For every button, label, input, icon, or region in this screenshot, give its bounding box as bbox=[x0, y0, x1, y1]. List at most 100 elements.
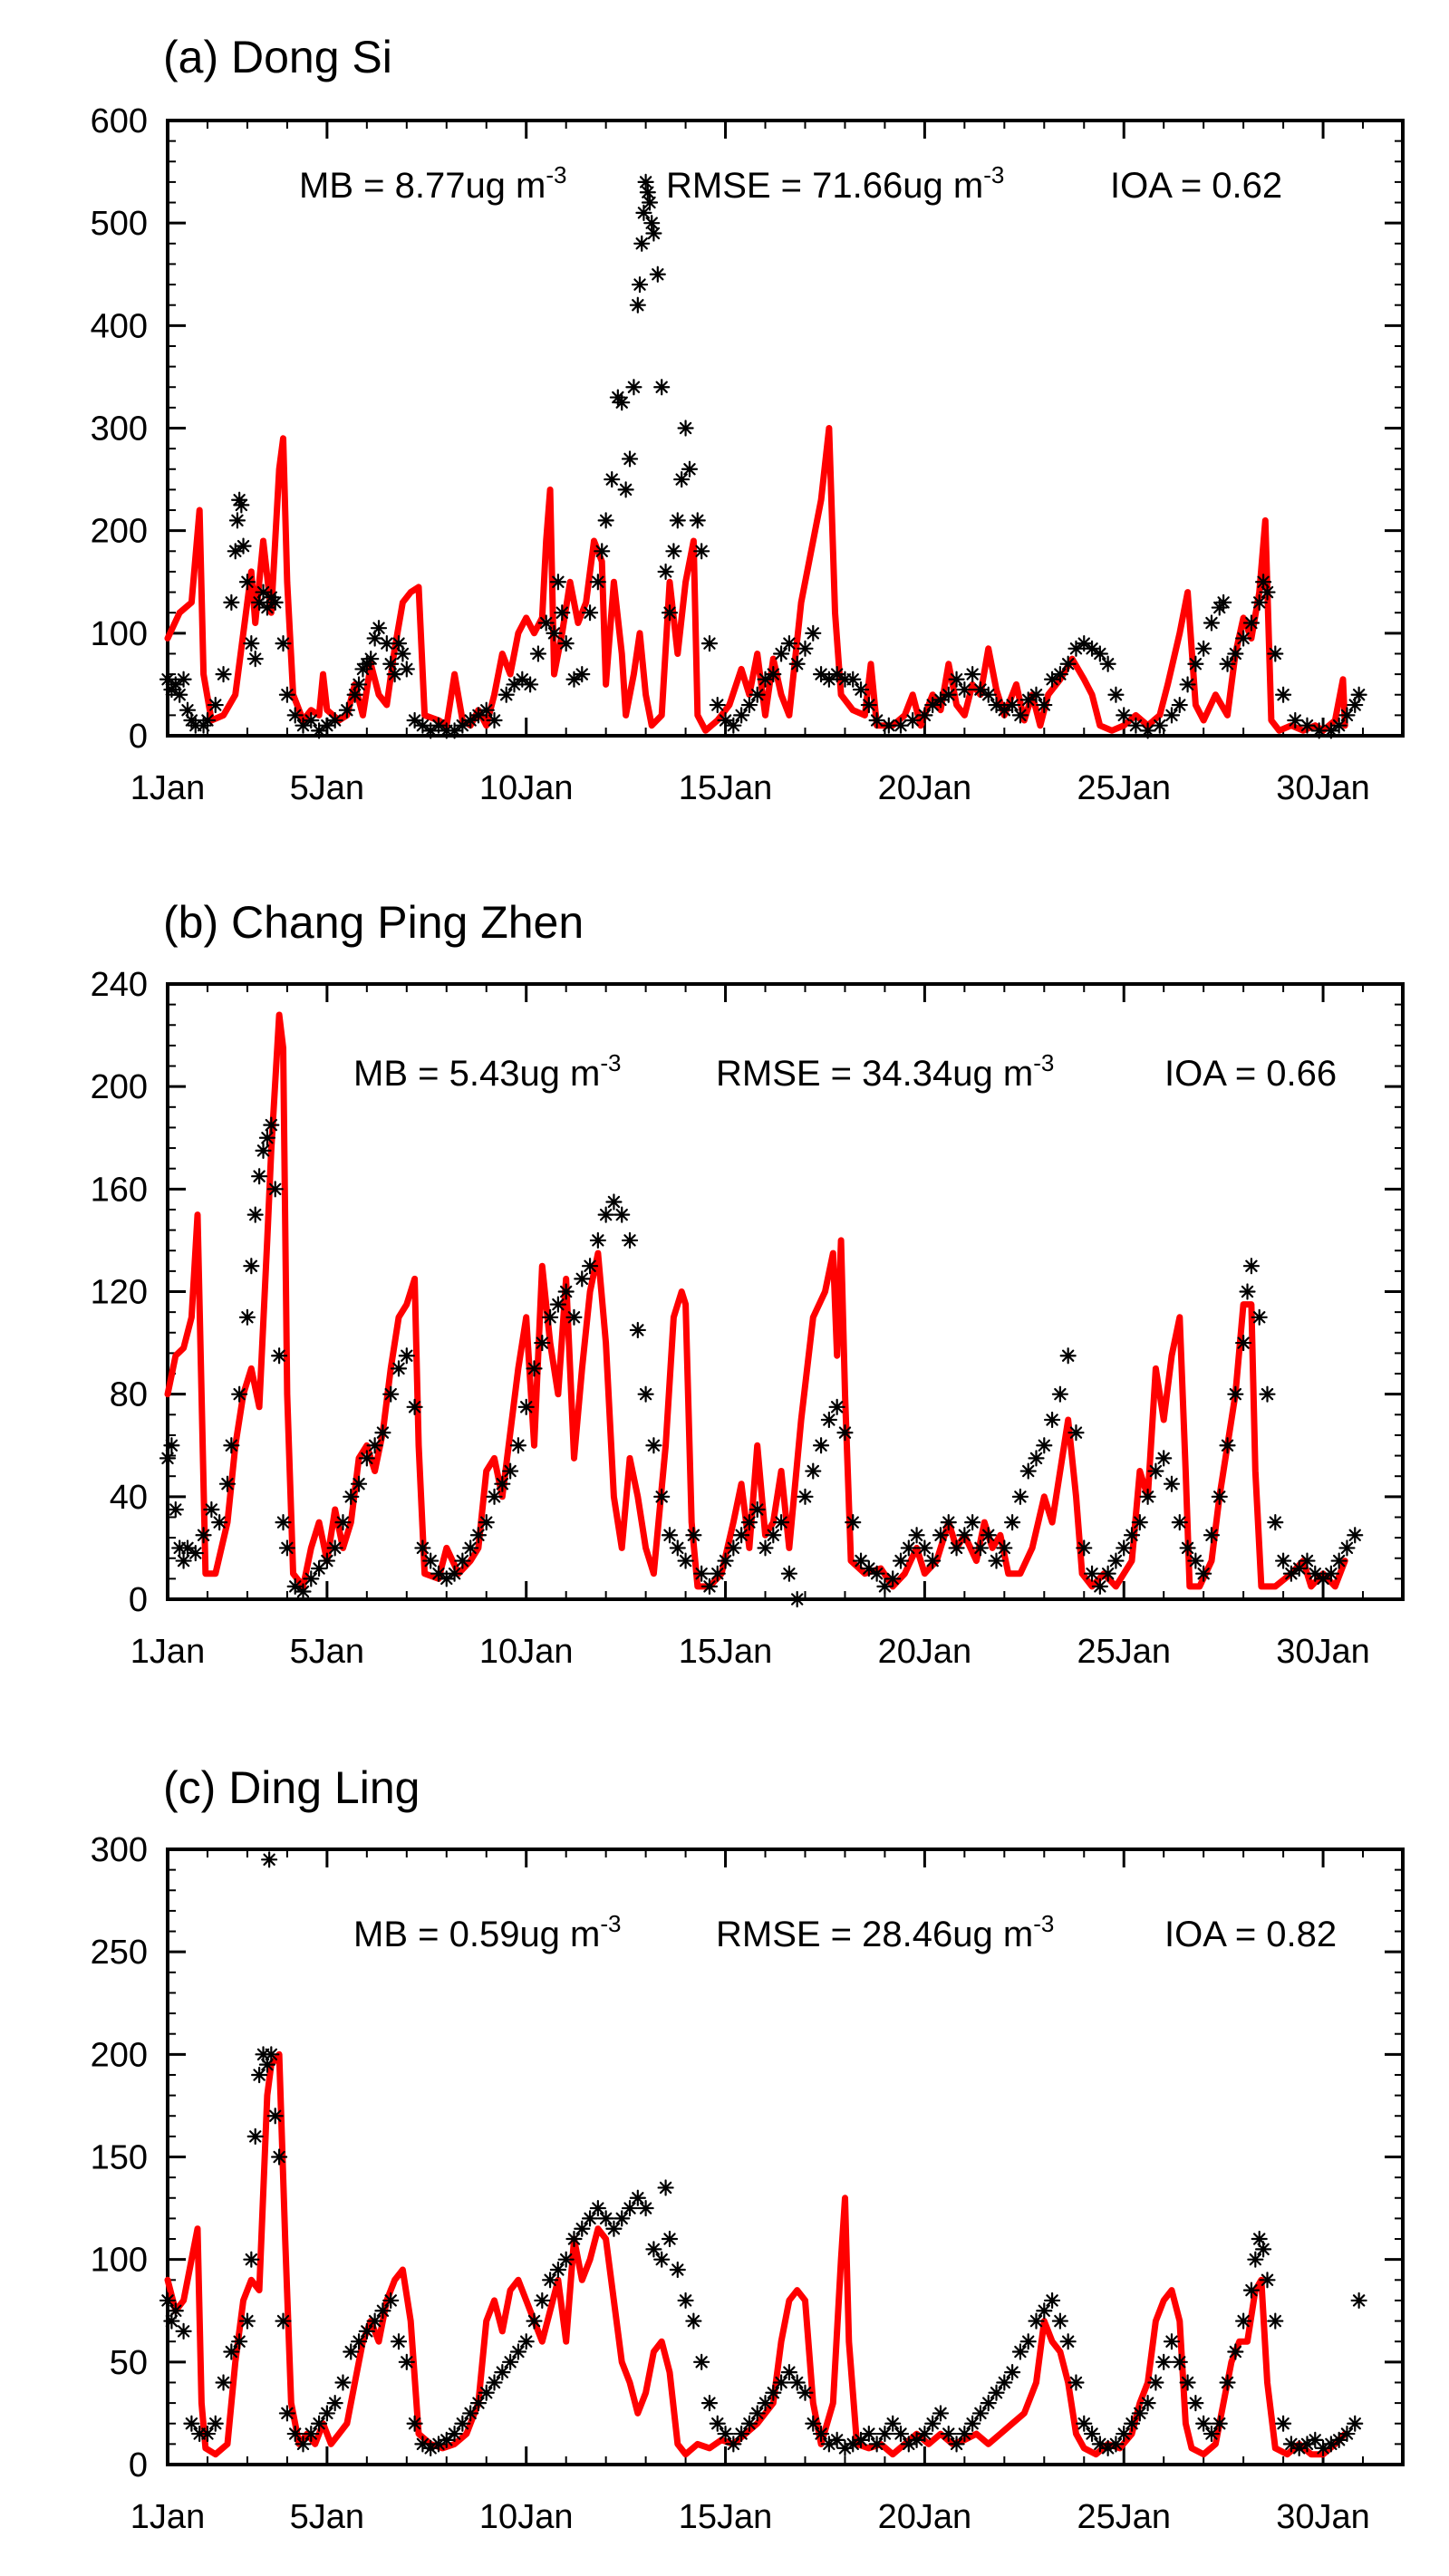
observed-point bbox=[1004, 2364, 1021, 2381]
observed-point bbox=[358, 2322, 375, 2340]
observed-point bbox=[780, 635, 797, 652]
observed-point bbox=[541, 1308, 559, 1326]
observed-point bbox=[1099, 1565, 1116, 1582]
observed-point bbox=[597, 512, 614, 529]
observed-point bbox=[700, 2395, 719, 2412]
observed-point bbox=[462, 2405, 479, 2422]
observed-point bbox=[228, 512, 246, 529]
observed-point bbox=[509, 1437, 527, 1454]
observed-point bbox=[1107, 1552, 1125, 1569]
observed-point bbox=[665, 543, 682, 560]
observed-point bbox=[514, 671, 531, 688]
x-tick-label: 30Jan bbox=[1276, 1633, 1370, 1671]
observed-point bbox=[1282, 2436, 1299, 2453]
observed-point bbox=[1139, 1488, 1156, 1505]
observed-point bbox=[549, 1296, 566, 1313]
observed-point bbox=[179, 701, 197, 719]
x-tick-label: 15Jan bbox=[679, 769, 773, 807]
observed-point bbox=[258, 599, 276, 616]
observed-point bbox=[1235, 630, 1252, 647]
observed-point bbox=[661, 604, 679, 622]
observed-point bbox=[278, 2405, 296, 2422]
observed-point bbox=[780, 1565, 797, 1582]
observed-point bbox=[497, 686, 515, 703]
observed-point bbox=[534, 1334, 551, 1352]
observed-point bbox=[653, 379, 671, 396]
observed-point bbox=[517, 2333, 535, 2350]
x-tick-label: 10Jan bbox=[479, 1633, 574, 1671]
observed-point bbox=[1083, 1565, 1101, 1582]
observed-point bbox=[653, 2251, 671, 2268]
observed-point bbox=[1131, 1514, 1148, 1531]
observed-point bbox=[526, 1360, 543, 1377]
observed-point bbox=[836, 2439, 854, 2456]
observed-point bbox=[892, 1552, 910, 1569]
observed-point bbox=[1043, 1411, 1061, 1429]
observed-point bbox=[179, 1539, 197, 1557]
y-tick-label: 400 bbox=[91, 307, 148, 345]
observed-point bbox=[263, 2046, 280, 2063]
observed-point bbox=[924, 2415, 942, 2432]
observed-point bbox=[964, 2415, 981, 2432]
observed-point bbox=[1251, 2230, 1268, 2248]
observed-point bbox=[613, 1206, 631, 1223]
observed-point bbox=[964, 1514, 981, 1531]
observed-point bbox=[1067, 2374, 1085, 2391]
observed-point bbox=[1227, 2343, 1244, 2360]
observed-point bbox=[820, 2436, 837, 2453]
observed-point bbox=[604, 470, 621, 488]
y-tick-label: 250 bbox=[91, 1934, 148, 1972]
observed-point bbox=[502, 1462, 519, 1480]
observed-point bbox=[852, 680, 870, 699]
observed-point bbox=[303, 2425, 320, 2443]
observed-point bbox=[295, 1583, 312, 1600]
observed-point bbox=[1322, 722, 1339, 739]
y-tick-label: 300 bbox=[91, 1831, 148, 1869]
y-tick-label: 600 bbox=[91, 102, 148, 140]
observed-point bbox=[469, 2395, 488, 2412]
mb-stat: MB = 5.43ug m-3 bbox=[353, 1049, 622, 1094]
x-tick-label: 25Jan bbox=[1077, 769, 1171, 807]
observed-point bbox=[1019, 691, 1037, 709]
observed-point bbox=[1219, 655, 1236, 672]
observed-point bbox=[1116, 1539, 1133, 1557]
observed-point bbox=[494, 2364, 511, 2381]
observed-point bbox=[1203, 1527, 1221, 1544]
observed-point bbox=[924, 696, 942, 714]
observed-point bbox=[223, 1437, 240, 1454]
observed-point bbox=[1227, 645, 1244, 662]
observed-point bbox=[621, 2199, 639, 2217]
observed-point bbox=[645, 225, 662, 242]
observed-point bbox=[1187, 655, 1204, 672]
observed-point bbox=[406, 1398, 423, 1415]
observed-point bbox=[1036, 1437, 1053, 1454]
observed-point bbox=[757, 2395, 774, 2412]
observed-point bbox=[1163, 2333, 1181, 2350]
observed-point bbox=[637, 2199, 654, 2217]
observed-point bbox=[996, 701, 1013, 719]
observed-point bbox=[733, 707, 750, 724]
observed-point bbox=[643, 215, 661, 232]
observed-point bbox=[446, 2425, 463, 2443]
observed-point bbox=[1227, 1385, 1244, 1403]
observed-point bbox=[589, 1231, 606, 1249]
observed-point bbox=[1116, 707, 1133, 724]
observed-point bbox=[852, 1552, 870, 1569]
y-tick-label: 160 bbox=[91, 1171, 148, 1209]
observed-point bbox=[494, 1475, 511, 1492]
observed-point bbox=[1203, 614, 1221, 632]
y-tick-label: 120 bbox=[91, 1274, 148, 1312]
observed-point bbox=[635, 204, 652, 221]
ioa-stat: IOA = 0.62 bbox=[1110, 166, 1282, 206]
observed-point bbox=[1011, 2343, 1029, 2360]
observed-point bbox=[1338, 1539, 1356, 1557]
observed-point bbox=[765, 666, 782, 683]
observed-point bbox=[231, 2333, 248, 2350]
observed-point bbox=[478, 2384, 495, 2401]
observed-point bbox=[175, 1552, 192, 1569]
observed-point bbox=[1171, 2353, 1188, 2370]
observed-point bbox=[218, 1475, 237, 1492]
observed-point bbox=[1123, 2415, 1141, 2432]
observed-point bbox=[278, 1539, 296, 1557]
observed-point bbox=[326, 711, 343, 729]
